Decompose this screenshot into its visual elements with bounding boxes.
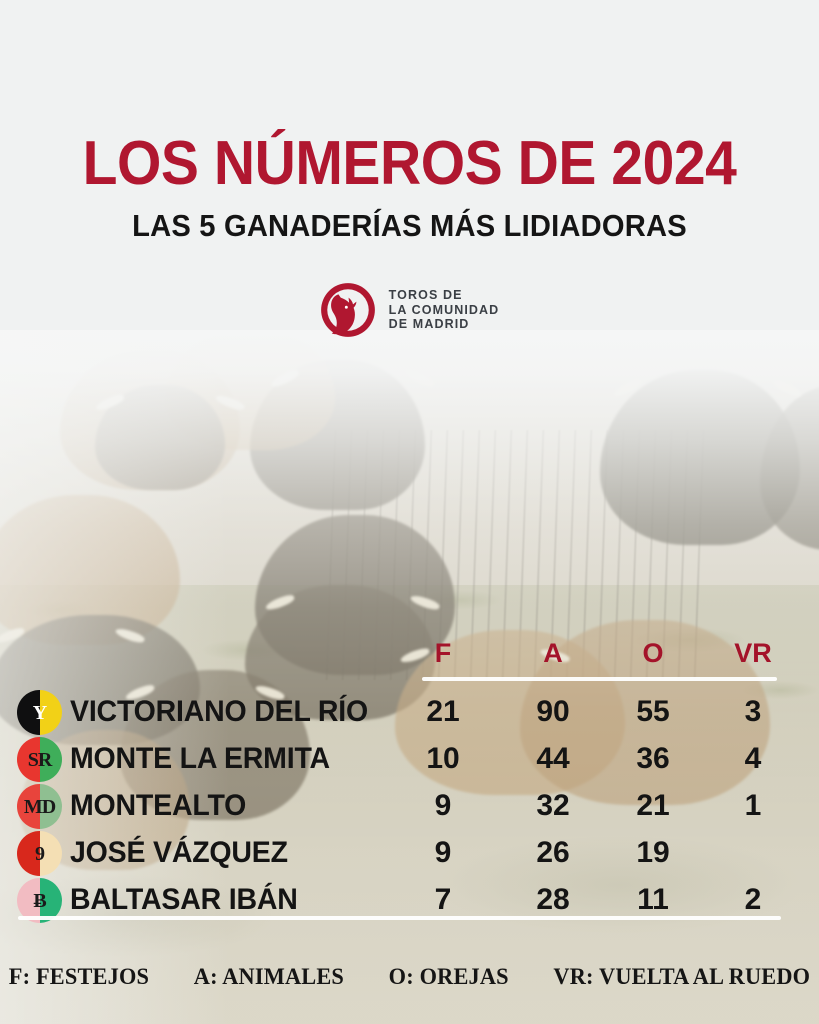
cell-f: 10: [426, 741, 460, 775]
legend-item-vr: VR: VUELTA AL RUEDO: [553, 964, 811, 989]
column-header-f: F: [434, 638, 452, 668]
badge-half-left: [17, 690, 40, 735]
legend: F: FESTEJOS A: ANIMALES O: OREJAS VR: VU…: [8, 964, 810, 989]
baltasar-iban-badge: Ƀ: [17, 878, 62, 923]
column-header-a: A: [543, 638, 563, 668]
herd-photo: [0, 330, 819, 1024]
cell-f: 7: [434, 882, 452, 916]
montealto-badge: MD: [17, 784, 62, 829]
table-row: Ƀ BALTASAR IBÁN 7 28 11 2: [0, 876, 819, 923]
badge-half-left: [17, 831, 40, 876]
cell-o: 36: [636, 741, 670, 775]
jose-vazquez-badge: 9: [17, 831, 62, 876]
cell-vr: 3: [744, 694, 762, 728]
badge-half-left: [17, 737, 40, 782]
logo-line-3: DE MADRID: [388, 317, 470, 332]
brand-logo: TOROS DE LA COMUNIDAD DE MADRID: [0, 282, 819, 338]
cell-f: 21: [426, 694, 460, 728]
cell-a: 44: [536, 741, 570, 775]
cell-f: 9: [434, 788, 452, 822]
header-divider: [422, 677, 777, 681]
badge-half-right: [39, 737, 62, 782]
badge-half-left: [17, 784, 40, 829]
badge-monogram: MD: [23, 795, 56, 818]
ganaderia-name: VICTORIANO DEL RÍO: [70, 694, 368, 728]
table-row: SR MONTE LA ERMITA 10 44 36 4: [0, 735, 819, 782]
ganaderia-name: MONTE LA ERMITA: [70, 741, 330, 775]
victoriano-del-rio-badge: Y: [17, 690, 62, 735]
legend-item-f: F: FESTEJOS: [8, 964, 150, 989]
legend-item-o: O: OREJAS: [388, 964, 509, 989]
cell-a: 32: [536, 788, 570, 822]
cell-vr: 2: [744, 882, 762, 916]
cell-a: 90: [536, 694, 570, 728]
column-header-o: O: [642, 638, 664, 668]
column-header-vr: VR: [734, 638, 772, 668]
cell-vr: 4: [744, 741, 762, 775]
logo-line-1: TOROS DE: [388, 288, 463, 303]
badge-half-left: [17, 878, 40, 923]
cell-o: 55: [636, 694, 670, 728]
ganaderia-name: MONTEALTO: [70, 788, 247, 822]
table-row: 9 JOSÉ VÁZQUEZ 9 26 19: [0, 829, 819, 876]
table-row: MD MONTEALTO 9 32 21 1: [0, 782, 819, 829]
badge-half-right: [39, 831, 62, 876]
badge-monogram: Y: [32, 701, 47, 724]
badge-half-right: [39, 784, 62, 829]
badge-half-right: [39, 878, 62, 923]
legend-item-a: A: ANIMALES: [193, 964, 345, 989]
footer-divider: [18, 916, 781, 920]
bull-head-circle-icon: [320, 282, 376, 338]
page-title: LOS NÚMEROS DE 2024: [82, 129, 737, 198]
cell-a: 26: [536, 835, 570, 869]
badge-monogram: Ƀ: [33, 889, 46, 912]
logo-wordmark: TOROS DE LA COMUNIDAD DE MADRID: [389, 288, 500, 332]
cell-a: 28: [536, 882, 570, 916]
badge-monogram: 9: [35, 842, 45, 865]
badge-half-right: [39, 690, 62, 735]
page-subtitle: LAS 5 GANADERÍAS MÁS LIDIADORAS: [132, 208, 687, 243]
ganaderia-name: BALTASAR IBÁN: [70, 882, 298, 916]
cell-o: 21: [636, 788, 670, 822]
cell-f: 9: [434, 835, 452, 869]
cell-vr: 1: [744, 788, 762, 822]
monte-la-ermita-badge: SR: [17, 737, 62, 782]
logo-line-2: LA COMUNIDAD: [388, 302, 500, 317]
cell-o: 19: [636, 835, 670, 869]
ganaderia-name: JOSÉ VÁZQUEZ: [70, 835, 288, 869]
cell-vr: [703, 829, 803, 876]
table-row: Y VICTORIANO DEL RÍO 21 90 55 3: [0, 688, 819, 735]
badge-monogram: SR: [27, 748, 53, 771]
cell-o: 11: [637, 882, 669, 916]
